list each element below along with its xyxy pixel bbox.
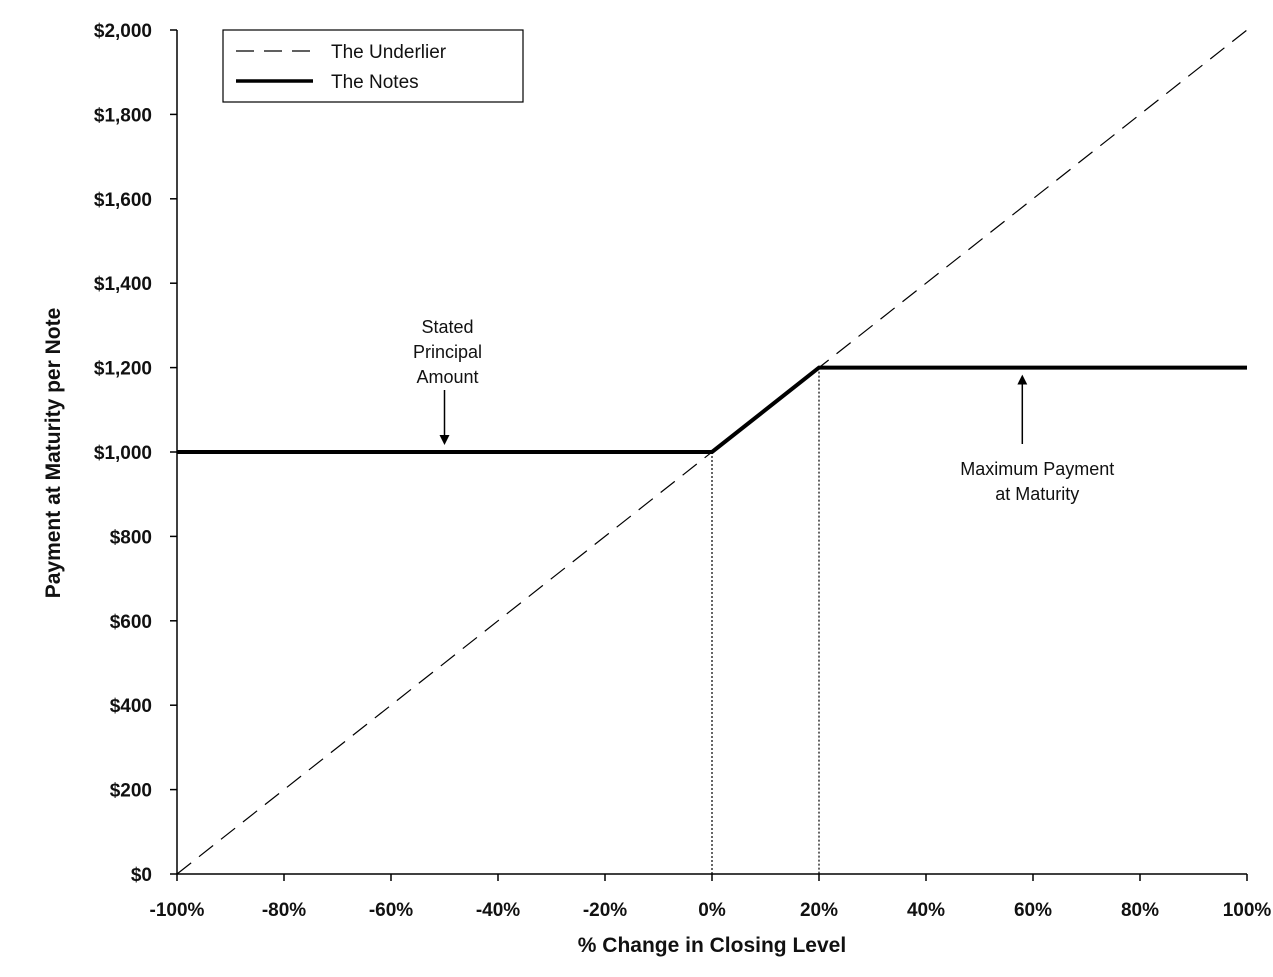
y-tick-label: $1,800 bbox=[94, 105, 152, 126]
annotations: Stated Principal Amount Maximum Payment at M… bbox=[413, 317, 1114, 504]
x-tick-label: 100% bbox=[1223, 900, 1272, 921]
legend-label-underlier: The Underlier bbox=[331, 42, 447, 63]
y-tick-label: $2,000 bbox=[94, 21, 152, 42]
y-tick-label: $800 bbox=[110, 527, 152, 548]
x-tick-label: -40% bbox=[476, 900, 520, 921]
y-tick-label: $1,600 bbox=[94, 190, 152, 211]
x-tick-label: -20% bbox=[583, 900, 627, 921]
x-tick-label: 20% bbox=[800, 900, 838, 921]
x-axis-title: % Change in Closing Level bbox=[578, 934, 846, 957]
x-tick-label: 40% bbox=[907, 900, 945, 921]
series-line-notes bbox=[177, 365, 1247, 454]
reference-lines bbox=[711, 367, 820, 874]
legend: The Underlier The Notes bbox=[222, 29, 524, 103]
y-tick-label: $1,400 bbox=[94, 274, 152, 295]
series-lines bbox=[176, 29, 1248, 875]
legend-box bbox=[222, 29, 524, 103]
x-tick-label: -100% bbox=[150, 900, 205, 921]
y-tick-label: $600 bbox=[110, 612, 152, 633]
annotation-text: Maximum Payment bbox=[960, 459, 1114, 479]
x-axis-ticks: -100% -80% -60% -40% -20% 0% 20% 40% 60% 80% 100% bbox=[150, 874, 1272, 921]
y-tick-label: $1,200 bbox=[94, 359, 152, 380]
legend-label-notes: The Notes bbox=[331, 72, 419, 93]
y-tick-label: $200 bbox=[110, 781, 152, 802]
y-tick-label: $1,000 bbox=[94, 443, 152, 464]
x-tick-label: -60% bbox=[369, 900, 413, 921]
x-tick-label: 0% bbox=[698, 900, 726, 921]
y-axis-ticks: $0 $200 $400 $600 $800 $1,000 $1,200 $1,400 $1,6… bbox=[94, 21, 177, 886]
annotation-text: Principal bbox=[413, 342, 482, 362]
y-tick-label: $0 bbox=[131, 865, 152, 886]
y-axis-title: Payment at Maturity per Note bbox=[42, 308, 65, 599]
annotation-text: Amount bbox=[416, 367, 478, 387]
annotation-text: Stated bbox=[421, 317, 473, 337]
x-tick-label: 80% bbox=[1121, 900, 1159, 921]
x-tick-label: -80% bbox=[262, 900, 306, 921]
y-tick-label: $400 bbox=[110, 696, 152, 717]
annotation-text: at Maturity bbox=[995, 484, 1079, 504]
x-tick-label: 60% bbox=[1014, 900, 1052, 921]
